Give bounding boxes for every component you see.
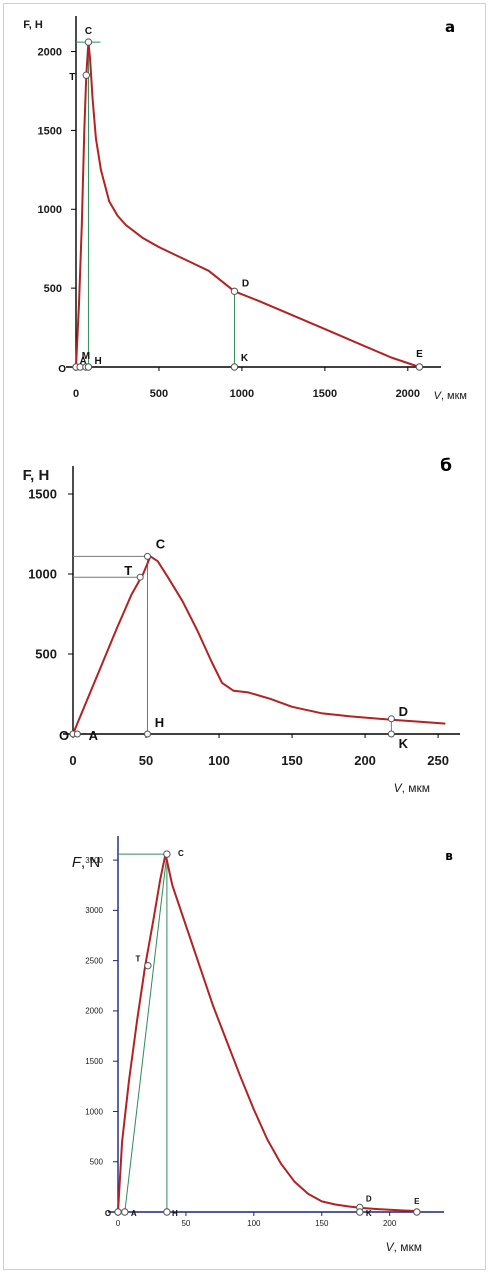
y-tick-label: 1000 xyxy=(38,204,62,216)
y-tick-label: 1000 xyxy=(85,1107,103,1116)
guide-a-c xyxy=(124,854,168,1213)
point-label-t: T xyxy=(124,563,132,578)
y-axis-label: F, Н xyxy=(23,467,50,484)
point-h xyxy=(143,730,151,738)
point-label-h: H xyxy=(172,1209,178,1218)
point-h xyxy=(163,1208,171,1216)
x-tick-label: 50 xyxy=(139,753,153,768)
point-label-h: H xyxy=(155,715,164,730)
x-tick-label: 150 xyxy=(315,1219,329,1228)
point-h xyxy=(84,363,93,371)
x-tick-label: 200 xyxy=(354,753,376,768)
x-tick-label: 0 xyxy=(73,388,79,400)
x-tick-label: 1000 xyxy=(230,388,254,400)
point-a xyxy=(73,730,81,738)
y-tick-label: 3000 xyxy=(85,906,103,915)
figure-frame xyxy=(3,3,486,1270)
y-axis-label: F, Н xyxy=(23,19,43,31)
y-tick-label: 1500 xyxy=(28,487,57,502)
point-label-d: D xyxy=(366,1194,372,1203)
point-e xyxy=(415,363,424,371)
x-axis-label: V, мкм xyxy=(434,390,467,402)
x-tick-label: 150 xyxy=(281,753,303,768)
point-label-o: O xyxy=(59,728,69,743)
x-tick-label: 250 xyxy=(427,753,449,768)
panel-letter: а xyxy=(445,18,455,36)
point-d xyxy=(230,287,239,295)
point-label-d: D xyxy=(242,278,249,289)
series-line xyxy=(117,853,417,1213)
point-t xyxy=(144,961,152,970)
point-c xyxy=(84,38,93,46)
point-c xyxy=(163,850,171,858)
y-tick-label: 1500 xyxy=(85,1057,103,1066)
x-tick-label: 200 xyxy=(383,1219,397,1228)
point-label-c: C xyxy=(156,536,166,551)
point-a xyxy=(121,1208,129,1216)
point-label-k: K xyxy=(399,736,409,751)
x-tick-label: 50 xyxy=(181,1219,190,1228)
chart-panel-в: 0 50 100 150 200 500 1000 1500 2000 2500 3000 3500 в… xyxy=(72,836,453,1254)
y-tick-label: 2000 xyxy=(38,46,62,58)
point-k xyxy=(387,730,395,738)
chart-panel-б: 0 50 100 150 200 250 500 1000 1500 б F, Н V, мкм O A T… xyxy=(23,456,460,795)
point-label-o: O xyxy=(105,1209,111,1218)
x-axis-label: V, мкм xyxy=(394,781,430,795)
chart-panel-а: 0 500 1000 1500 2000 500 1000 1500 2000 а F, Н V, м… xyxy=(23,16,467,402)
y-tick-label: 3500 xyxy=(85,856,103,865)
point-label-o: O xyxy=(58,364,66,375)
y-tick-label: 2500 xyxy=(85,956,103,965)
point-label-d: D xyxy=(399,704,408,719)
x-tick-label: 500 xyxy=(150,388,168,400)
point-label-c: C xyxy=(85,26,92,37)
y-tick-label: 1000 xyxy=(28,567,57,582)
point-label-a: A xyxy=(89,728,99,743)
point-label-t: T xyxy=(69,72,75,83)
panel-letter: б xyxy=(440,456,452,476)
point-label-m: M xyxy=(82,351,90,362)
series-line xyxy=(75,41,420,368)
x-axis-label: V, мкм xyxy=(386,1240,422,1254)
point-label-e: E xyxy=(414,1197,420,1206)
x-tick-label: 0 xyxy=(69,753,76,768)
point-k xyxy=(230,363,239,371)
point-c xyxy=(143,552,151,560)
point-label-e: E xyxy=(416,349,423,360)
x-tick-label: 0 xyxy=(116,1219,121,1228)
point-t xyxy=(82,71,90,79)
point-label-a: A xyxy=(80,356,87,367)
y-tick-label: 500 xyxy=(44,283,62,295)
point-t xyxy=(136,573,144,581)
point-label-a: A xyxy=(131,1209,137,1218)
series-line xyxy=(72,555,446,735)
y-axis-label: F, N xyxy=(72,854,100,871)
point-k xyxy=(356,1208,364,1216)
y-tick-label: 500 xyxy=(35,647,57,662)
point-label-h: H xyxy=(94,356,101,367)
y-tick-label: 1500 xyxy=(38,125,62,137)
y-tick-label: 2000 xyxy=(85,1007,103,1016)
x-tick-label: 2000 xyxy=(396,388,420,400)
point-d xyxy=(387,715,395,723)
point-label-k: K xyxy=(366,1209,372,1218)
x-tick-label: 100 xyxy=(208,753,230,768)
y-tick-label: 500 xyxy=(90,1158,104,1167)
point-label-k: K xyxy=(241,353,249,364)
x-tick-label: 1500 xyxy=(313,388,337,400)
point-label-c: C xyxy=(178,849,184,858)
point-e xyxy=(413,1208,421,1216)
point-label-t: T xyxy=(135,955,140,964)
point-o xyxy=(114,1208,122,1216)
panel-letter: в xyxy=(445,849,453,863)
x-tick-label: 100 xyxy=(247,1219,261,1228)
